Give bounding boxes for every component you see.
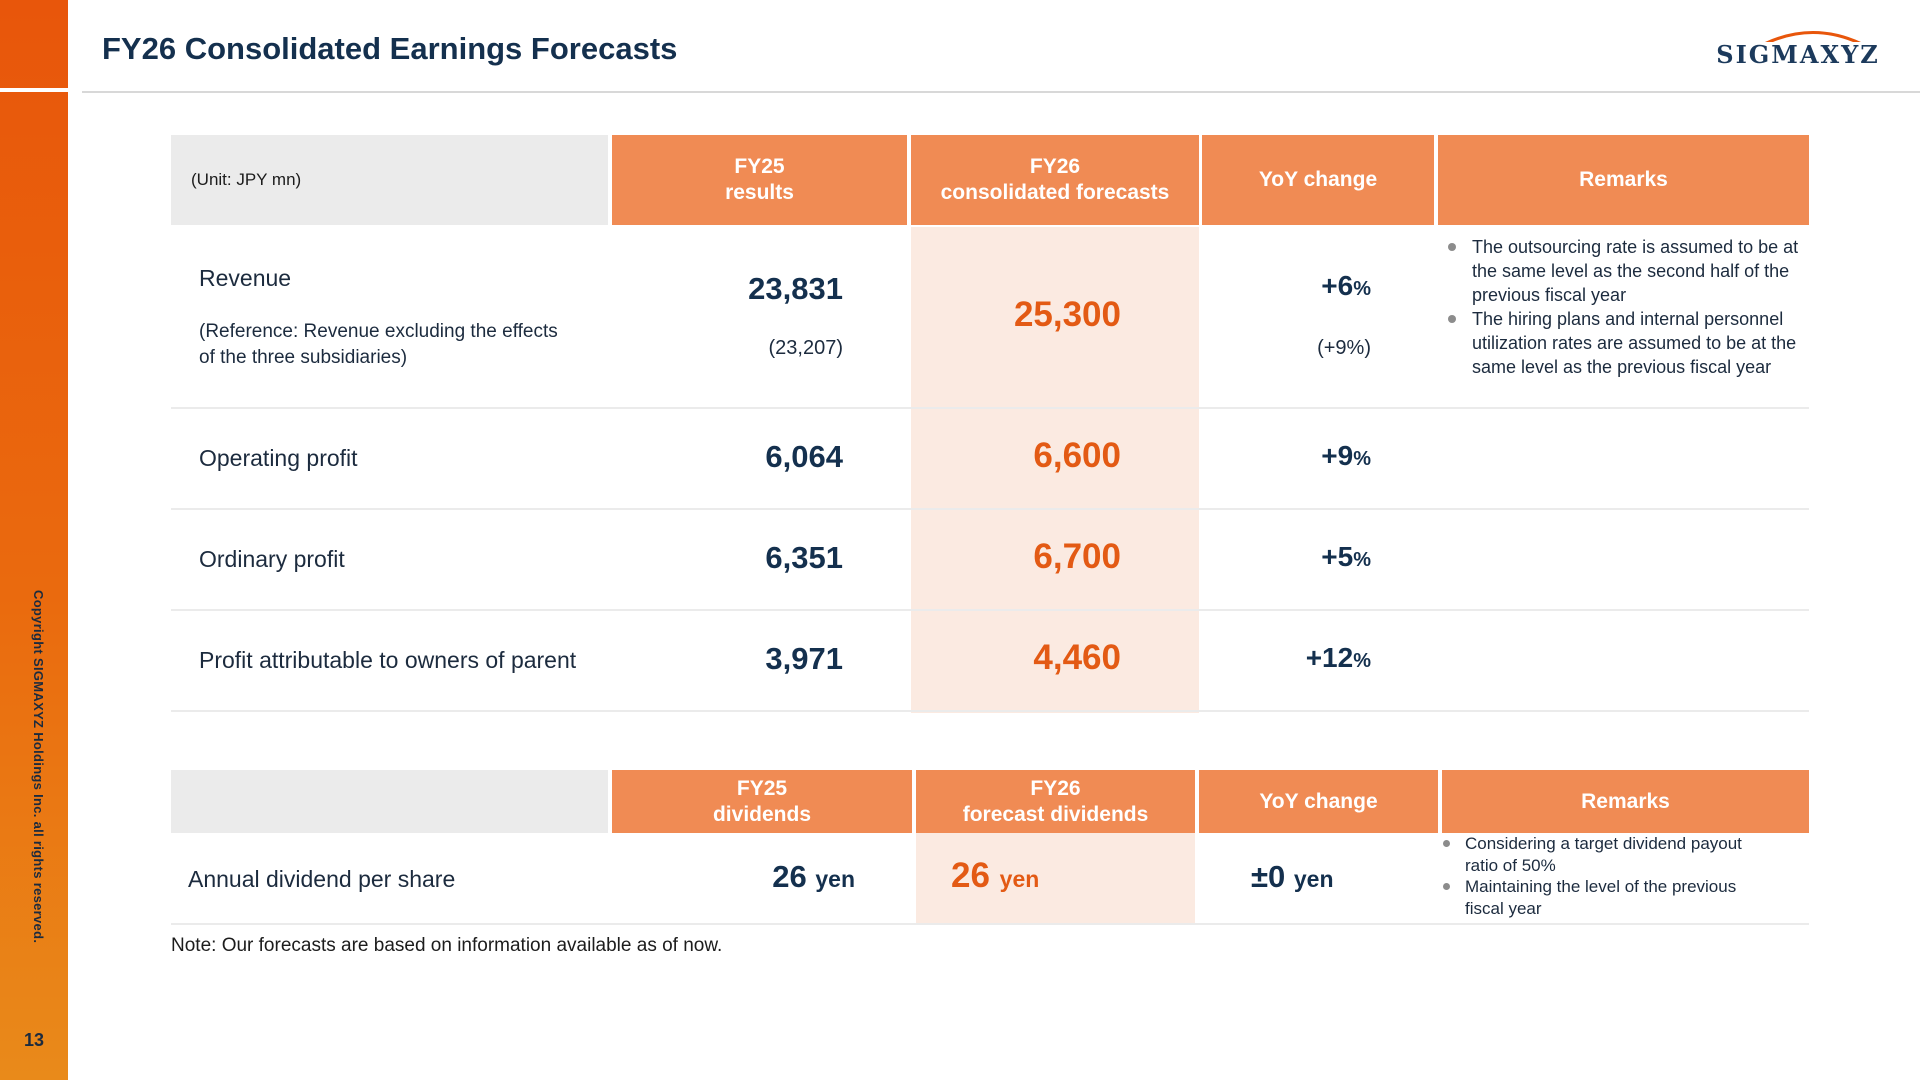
- row-divider: [171, 508, 1809, 510]
- dividend-per-share-label: Annual dividend per share: [188, 866, 456, 892]
- revenue-reference-line2: of the three subsidiaries): [199, 347, 408, 368]
- row-divider: [171, 923, 1809, 925]
- dividend-fy25-value: 26 yen: [691, 859, 855, 895]
- ordinary-profit-yoy-unit: %: [1353, 549, 1371, 571]
- revenue-yoy-unit: %: [1353, 278, 1371, 300]
- dividends-header-yoy-label: YoY change: [1259, 789, 1378, 813]
- dividends-header-remarks-label: Remarks: [1581, 789, 1670, 813]
- dividend-fy26-unit: yen: [999, 866, 1040, 892]
- operating-profit-fy25-value: 6,064: [765, 439, 843, 474]
- header-fy25-dividends-line1: FY25: [736, 776, 788, 800]
- header-fy25-line2: results: [725, 181, 794, 204]
- revenue-reference-label: (Reference: Revenue excluding the effect…: [199, 319, 558, 371]
- header-fy26-line2: consolidated forecasts: [940, 181, 1170, 204]
- row-divider: [171, 609, 1809, 611]
- operating-profit-fy26-value: 6,600: [1033, 436, 1121, 475]
- forecast-column-highlight: [911, 227, 1199, 713]
- revenue-fy25-value: 23,831: [748, 271, 843, 306]
- page-title: FY26 Consolidated Earnings Forecasts: [102, 31, 678, 66]
- remarks-item: The outsourcing rate is assumed to be at…: [1444, 235, 1804, 307]
- ordinary-profit-fy26-value: 6,700: [1033, 537, 1121, 576]
- dividend-fy26-number: 26: [951, 856, 990, 895]
- header-fy25-results: FY25 results: [612, 135, 907, 225]
- side-bar-divider: [0, 88, 68, 92]
- copyright-text: Copyright SIGMAXYZ Holdings Inc. all rig…: [31, 590, 46, 944]
- revenue-yoy-reference: (+9%): [1317, 337, 1371, 359]
- dividend-fy25-unit: yen: [815, 866, 855, 892]
- revenue-label: Revenue: [199, 265, 292, 291]
- header-fy26-dividends-line2: forecast dividends: [962, 802, 1149, 826]
- dividend-forecast-highlight: [916, 833, 1195, 923]
- operating-profit-yoy-value: +9%: [1251, 440, 1371, 472]
- revenue-fy26-value: 25,300: [1013, 295, 1121, 334]
- profit-owners-yoy-unit: %: [1353, 650, 1371, 672]
- profit-owners-fy26-value: 4,460: [1033, 638, 1121, 677]
- dividends-header-yoy: YoY change: [1199, 770, 1438, 833]
- profit-owners-yoy-value: +12%: [1251, 642, 1371, 674]
- ordinary-profit-fy25-value: 6,351: [765, 540, 843, 575]
- page-number: 13: [23, 1030, 45, 1050]
- header-fy26-line1: FY26: [1029, 155, 1081, 178]
- dividend-yoy-number: ±0: [1251, 859, 1286, 894]
- header-yoy-change: YoY change: [1202, 135, 1434, 225]
- header-fy26-dividends-line1: FY26: [1030, 776, 1081, 800]
- dividend-fy25-number: 26: [772, 859, 807, 894]
- side-brand-bar: [0, 0, 68, 1080]
- header-remarks-label: Remarks: [1579, 168, 1668, 191]
- row-divider: [171, 710, 1809, 712]
- company-logo: SIGMAXYZ: [1713, 24, 1883, 70]
- header-fy26-forecasts: FY26 consolidated forecasts: [911, 135, 1199, 225]
- profit-owners-fy25-value: 3,971: [765, 641, 843, 676]
- header-fy25-dividends-line2: dividends: [712, 802, 812, 826]
- revenue-yoy-number: +6: [1321, 270, 1354, 301]
- profit-owners-yoy-number: +12: [1305, 642, 1354, 673]
- header-remarks: Remarks: [1438, 135, 1809, 225]
- dividend-yoy-unit: yen: [1293, 866, 1334, 892]
- ordinary-profit-yoy-value: +5%: [1251, 541, 1371, 573]
- unit-label: (Unit: JPY mn): [191, 170, 302, 189]
- dividends-header-blank: [171, 770, 608, 833]
- operating-profit-label: Operating profit: [199, 445, 358, 471]
- logo-wordmark: SIGMAXYZ: [1716, 40, 1880, 69]
- unit-header-cell: (Unit: JPY mn): [171, 135, 608, 225]
- revenue-remarks-list: The outsourcing rate is assumed to be at…: [1444, 235, 1804, 379]
- footnote: Note: Our forecasts are based on informa…: [171, 935, 723, 956]
- operating-profit-yoy-number: +9: [1321, 440, 1354, 471]
- dividend-fy26-value: 26 yen: [951, 856, 1095, 896]
- dividends-header-remarks: Remarks: [1442, 770, 1809, 833]
- operating-profit-yoy-unit: %: [1353, 448, 1371, 470]
- dividend-remarks-list: Considering a target dividend payout rat…: [1439, 833, 1779, 919]
- dividends-table: FY25 dividends FY26 forecast dividends YoY…: [171, 770, 1809, 926]
- header-fy25-dividends: FY25 dividends: [612, 770, 912, 833]
- ordinary-profit-yoy-number: +5: [1321, 541, 1354, 572]
- dividend-yoy-value: ±0 yen: [1251, 859, 1381, 895]
- earnings-table: (Unit: JPY mn) FY25 results FY26 consolida…: [171, 135, 1809, 713]
- remarks-item: Considering a target dividend payout rat…: [1439, 833, 1779, 876]
- ordinary-profit-label: Ordinary profit: [199, 546, 345, 572]
- title-divider: [82, 91, 1920, 93]
- row-divider: [171, 407, 1809, 409]
- profit-owners-label: Profit attributable to owners of parent: [199, 647, 577, 673]
- logo-arc-icon: [1765, 31, 1861, 42]
- remarks-item: Maintaining the level of the previous fi…: [1439, 876, 1779, 919]
- header-yoy-label: YoY change: [1258, 168, 1378, 191]
- remarks-item: The hiring plans and internal personnel …: [1444, 307, 1804, 379]
- revenue-fy25-reference-value: (23,207): [768, 337, 844, 359]
- revenue-yoy-value: +6%: [1251, 270, 1371, 302]
- header-fy25-line1: FY25: [734, 155, 785, 178]
- header-fy26-forecast-dividends: FY26 forecast dividends: [916, 770, 1195, 833]
- revenue-reference-line1: (Reference: Revenue excluding the effect…: [199, 321, 558, 342]
